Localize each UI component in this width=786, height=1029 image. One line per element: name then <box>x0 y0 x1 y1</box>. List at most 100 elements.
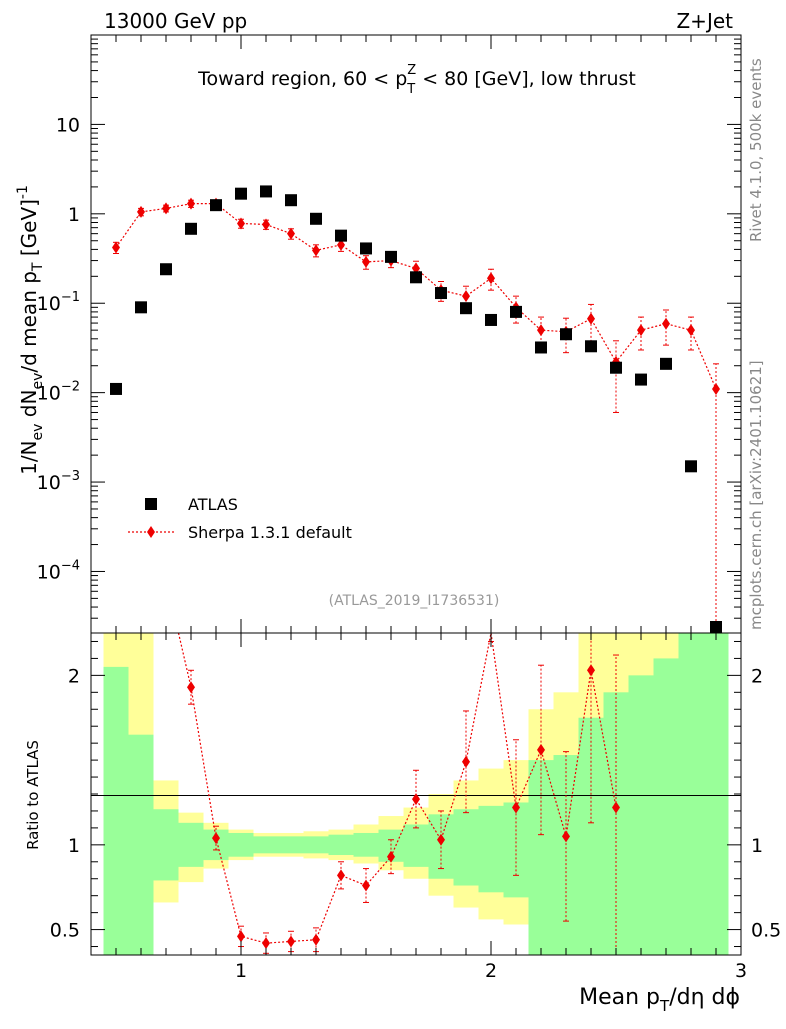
ratio-panel: 0.5 0.5 1 1 2 2 1 2 3 Ratio to ATLAS Mean pT/dη … <box>24 632 781 1015</box>
main-y-tick-label: 10 <box>56 114 80 136</box>
title-post: < 80 [GeV], low thrust <box>416 68 636 90</box>
atlas-point <box>185 222 197 235</box>
title-sup: Z <box>407 63 416 78</box>
sherpa-point <box>637 324 645 337</box>
ratio-point <box>587 664 595 677</box>
ratio-point <box>312 933 320 946</box>
xlabel-c: /dη dϕ <box>669 985 740 1010</box>
atlas-point <box>585 340 597 353</box>
atlas-point <box>160 263 172 276</box>
legend-atlas-marker <box>145 498 157 510</box>
tick-exponent: −3 <box>61 469 80 484</box>
sherpa-point <box>462 290 470 303</box>
atlas-point <box>360 242 372 255</box>
ratio-band-inner <box>478 805 504 893</box>
atlas-point <box>285 194 297 207</box>
sherpa-point <box>587 312 595 325</box>
atlas-point <box>435 287 447 300</box>
sherpa-point <box>712 382 720 395</box>
main-ticks <box>91 35 741 633</box>
ratio-point <box>612 801 620 814</box>
sherpa-point <box>287 227 295 240</box>
ratio-point <box>262 937 270 950</box>
legend-sherpa-marker <box>147 526 155 538</box>
rivet-label: Rivet 4.1.0, 500k events <box>747 58 765 242</box>
ratio-band-inner <box>353 832 379 857</box>
legend-sherpa-label: Sherpa 1.3.1 default <box>188 523 352 542</box>
sherpa-line <box>115 203 717 390</box>
sherpa-point <box>337 238 345 251</box>
ratio-y-tick-label: 2 <box>68 665 80 687</box>
ratio-band-inner <box>628 675 654 955</box>
ratio-point <box>212 832 220 845</box>
atlas-point <box>310 212 322 225</box>
atlas-point <box>260 185 272 198</box>
ratio-band-inner <box>128 734 154 955</box>
tick-base: 10 <box>37 383 61 405</box>
ylabel-d: ev <box>30 373 46 390</box>
ylabel-f: T <box>30 262 46 272</box>
ratio-band-inner <box>278 836 304 854</box>
ylabel-c: dN <box>17 390 41 424</box>
tick-exponent: −4 <box>61 558 80 573</box>
ratio-y-tick-label-right: 0.5 <box>751 920 781 942</box>
ratio-point <box>337 869 345 882</box>
ratio-band-inner <box>603 692 629 955</box>
ratio-tick-labels: 0.5 0.5 1 1 2 2 1 2 3 <box>50 665 781 982</box>
title-sub: T <box>406 82 415 97</box>
atlas-point <box>210 199 222 212</box>
ratio-ylabel: Ratio to ATLAS <box>24 740 42 850</box>
ylabel-b: ev <box>30 424 46 441</box>
ratio-ticks <box>91 633 741 955</box>
header-right: Z+Jet <box>676 9 733 33</box>
legend-atlas-label: ATLAS <box>188 495 238 514</box>
main-ylabel: 1/Nev dNev/d mean pT [GeV]-1 <box>15 185 46 475</box>
legend: ATLAS Sherpa 1.3.1 default <box>128 495 352 542</box>
mcplots-label: mcplots.cern.ch [arXiv:2401.10621] <box>747 360 765 630</box>
atlas-point <box>635 373 647 386</box>
ratio-band-inner <box>303 836 329 854</box>
ylabel-g: [GeV] <box>17 199 41 262</box>
atlas-point <box>535 341 547 354</box>
sherpa-point <box>112 241 120 254</box>
sherpa-point <box>487 272 495 285</box>
ratio-band-inner <box>328 834 354 856</box>
ratio-band-inner <box>528 760 554 955</box>
ratio-band-inner <box>403 824 429 867</box>
sherpa-point <box>137 205 145 218</box>
atlas-point <box>135 301 147 314</box>
main-y-tick-label: 10−3 <box>37 469 80 494</box>
ratio-y-tick-label-right: 2 <box>751 665 763 687</box>
sherpa-point <box>162 202 170 215</box>
atlas-point <box>335 229 347 242</box>
tick-base: 10 <box>37 561 61 583</box>
ratio-band-inner <box>103 666 129 955</box>
main-series-layer <box>110 185 722 634</box>
ratio-series-layer <box>177 632 620 956</box>
ratio-x-tick-label: 1 <box>235 960 247 982</box>
ratio-point <box>462 755 470 768</box>
sherpa-point <box>362 255 370 268</box>
tick-exponent: −1 <box>61 290 80 305</box>
sherpa-point <box>262 218 270 231</box>
ratio-point <box>362 879 370 892</box>
atlas-point <box>460 302 472 315</box>
ylabel-a: 1/N <box>17 440 41 474</box>
sherpa-point <box>237 217 245 230</box>
ratio-point <box>387 850 395 863</box>
ratio-point <box>562 830 570 843</box>
ratio-point <box>237 930 245 943</box>
ratio-y-tick-label: 0.5 <box>50 920 80 942</box>
ratio-band-inner <box>178 822 204 867</box>
ratio-band-inner <box>703 633 729 955</box>
sherpa-point <box>312 244 320 257</box>
atlas-point <box>510 305 522 318</box>
atlas-point <box>560 328 572 341</box>
ylabel-h: -1 <box>15 185 31 199</box>
main-frame <box>90 34 742 634</box>
atlas-point <box>660 357 672 370</box>
ratio-point <box>287 935 295 948</box>
ratio-band-inner <box>653 658 679 955</box>
